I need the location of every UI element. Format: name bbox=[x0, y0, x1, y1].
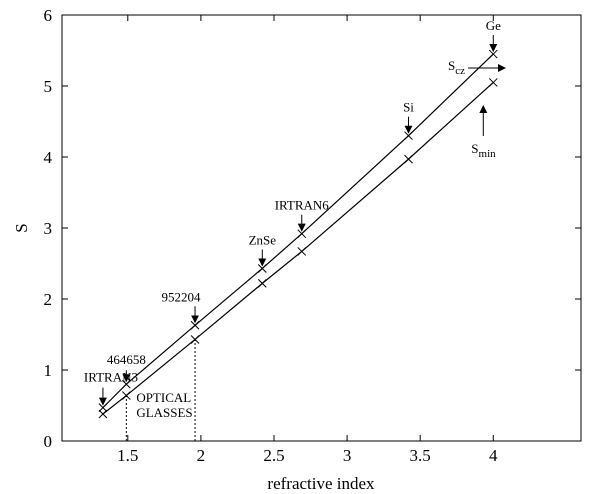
data-point bbox=[190, 335, 200, 344]
x-ticks: 1.5 2 2.5 3 3.5 4 bbox=[117, 15, 498, 465]
annotation-irtran6: IRTRAN6 bbox=[275, 198, 330, 213]
annotation-scz: Scz bbox=[448, 58, 465, 77]
y-tick-label: 6 bbox=[44, 6, 53, 25]
y-tick-label: 4 bbox=[44, 148, 53, 167]
y-tick-label: 2 bbox=[44, 290, 53, 309]
series-line-scz bbox=[102, 53, 494, 409]
x-tick-label: 3 bbox=[343, 446, 352, 465]
y-tick-label: 0 bbox=[44, 432, 53, 451]
data-point bbox=[404, 154, 413, 164]
x-tick-label: 4 bbox=[489, 446, 498, 465]
annotation-irtran3: IRTRAN3 bbox=[84, 370, 138, 385]
y-ticks: 0 1 2 3 4 5 6 bbox=[44, 6, 581, 451]
data-point bbox=[297, 229, 307, 239]
data-point bbox=[404, 131, 413, 141]
data-point bbox=[257, 264, 267, 273]
reference-lines bbox=[125, 339, 196, 441]
annotation-ge: Ge bbox=[486, 18, 501, 33]
x-tick-label: 1.5 bbox=[117, 446, 138, 465]
x-axis-label: refractive index bbox=[267, 474, 375, 493]
x-tick-label: 2 bbox=[197, 446, 206, 465]
data-point bbox=[488, 49, 498, 59]
y-tick-label: 5 bbox=[44, 77, 53, 96]
data-point bbox=[98, 409, 108, 419]
data-point bbox=[121, 391, 131, 400]
annotation-layer: Ge Si IRTRAN6 ZnSe 952204 464658 IRTRAN3 OPTICA… bbox=[84, 18, 506, 420]
x-tick-label: 2.5 bbox=[263, 446, 284, 465]
annotation-znse: ZnSe bbox=[249, 232, 277, 247]
y-axis-label: S bbox=[12, 223, 31, 232]
plot-frame bbox=[61, 14, 582, 442]
data-point bbox=[488, 78, 498, 87]
x-tick-label: 3.5 bbox=[410, 446, 431, 465]
data-point bbox=[98, 403, 108, 412]
annotation-464658: 464658 bbox=[107, 352, 146, 367]
annotation-smin: Smin bbox=[471, 141, 496, 160]
annotation-952204: 952204 bbox=[162, 289, 202, 304]
data-point bbox=[190, 320, 200, 330]
y-tick-label: 1 bbox=[44, 361, 53, 380]
annotation-optical: OPTICAL bbox=[136, 390, 191, 405]
y-tick-label: 3 bbox=[44, 219, 53, 238]
data-point bbox=[257, 279, 267, 288]
annotation-glasses: GLASSES bbox=[136, 405, 192, 420]
data-point bbox=[297, 247, 307, 256]
annotation-si: Si bbox=[403, 100, 414, 115]
series-layer bbox=[98, 49, 498, 419]
